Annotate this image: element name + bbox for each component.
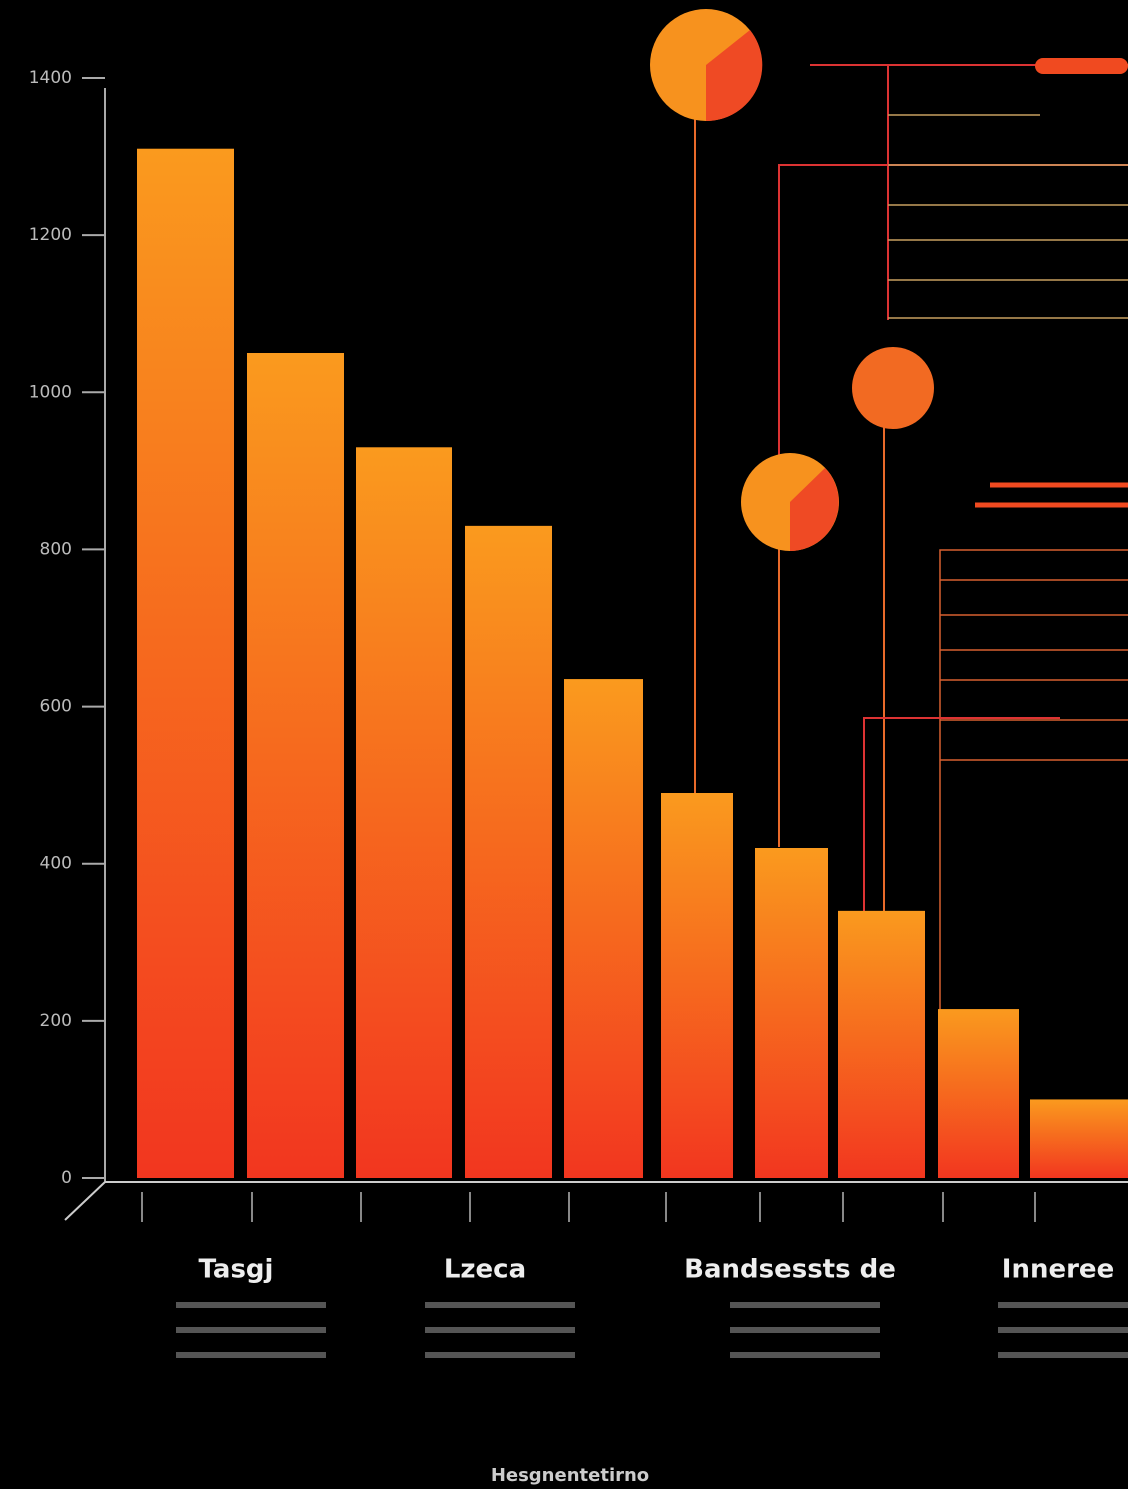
y-tick-label: 1200 xyxy=(29,225,72,245)
y-tick-label: 0 xyxy=(61,1168,72,1188)
bar xyxy=(137,148,234,1179)
x-axis-label: Hesgnentetirno xyxy=(491,1465,649,1486)
group-label: Tasgj xyxy=(199,1255,274,1285)
y-tick-label: 800 xyxy=(40,539,72,559)
y-tick-label: 1400 xyxy=(29,68,72,88)
bar xyxy=(247,353,344,1178)
y-tick-label: 400 xyxy=(40,854,72,874)
bar xyxy=(1030,1099,1128,1178)
y-tick-label: 600 xyxy=(40,697,72,717)
bar xyxy=(564,679,643,1178)
bar xyxy=(465,525,552,1178)
bar xyxy=(356,447,452,1178)
y-tick-label: 1000 xyxy=(29,382,72,402)
axis-tail xyxy=(64,1181,106,1221)
group-label: Bandsessts de xyxy=(684,1255,896,1285)
bar xyxy=(755,848,828,1178)
bar xyxy=(938,1009,1019,1178)
decoration xyxy=(650,9,1128,1010)
bar xyxy=(661,793,733,1178)
group-label: Inneree xyxy=(1002,1255,1114,1285)
bar xyxy=(838,910,925,1178)
group-label: Lzeca xyxy=(444,1255,526,1285)
y-tick-label: 200 xyxy=(40,1011,72,1031)
